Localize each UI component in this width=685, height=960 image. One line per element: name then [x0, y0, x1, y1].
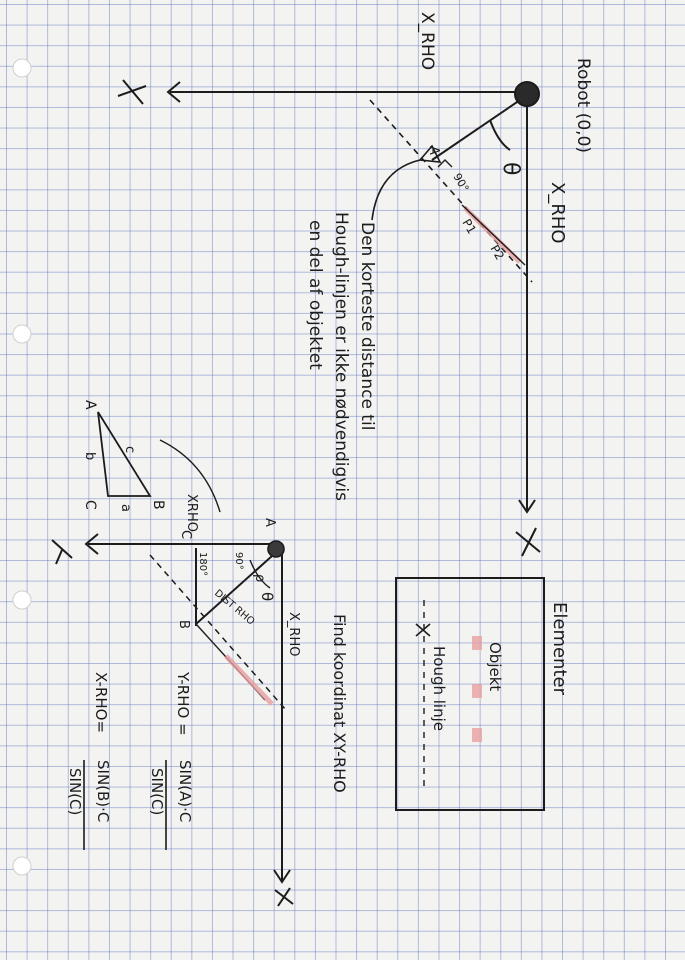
triangle-label-b: B — [150, 500, 166, 510]
triangle-side-b: b — [82, 452, 97, 460]
x-rho-axis-label: X_RHO — [417, 12, 437, 70]
yrho-denominator: SIN(C) — [148, 768, 166, 815]
rho-line — [431, 97, 524, 161]
x-mark-icon — [277, 887, 291, 907]
small-triangle — [97, 411, 221, 513]
robot-icon — [267, 540, 285, 558]
note-pointer — [371, 159, 421, 221]
point-a-label: A — [426, 146, 441, 155]
point-a-label: A — [262, 518, 277, 527]
binder-hole — [12, 856, 32, 876]
hough-line-dashed — [149, 554, 287, 711]
legend-box — [395, 577, 545, 811]
arrow-head-icon — [273, 869, 291, 884]
dist-rho-label: DIST RHO — [212, 588, 256, 628]
theta-label: θ — [498, 162, 523, 175]
binder-hole — [12, 590, 32, 610]
triangle-label-c: C — [82, 500, 98, 510]
xrho-numerator: SIN(B)·C — [94, 760, 112, 822]
arrow-head-icon — [518, 499, 536, 514]
p1-label: P1 — [459, 217, 479, 237]
arrow-head-icon — [166, 81, 181, 103]
triangle-side-c: c — [122, 446, 137, 453]
robot-icon — [514, 81, 540, 107]
point-a-marker — [418, 144, 442, 163]
x-rho-line-label: X_RHO — [547, 182, 568, 244]
xrho-label: XRHO — [184, 494, 199, 532]
x-mark-icon — [122, 79, 144, 105]
xrho-denominator: SIN(C) — [66, 768, 84, 815]
point-b-label: B — [176, 620, 191, 629]
x-rho-label: X_RHO — [286, 612, 301, 656]
triangle-pointer — [159, 439, 221, 513]
angle-90-label: 90° — [450, 171, 471, 194]
object-line — [461, 204, 526, 266]
y-mark-icon — [55, 549, 63, 565]
note-line-2: Hough-linjen er ikke nødvendigvis — [331, 212, 351, 501]
robot-label: Robot (0,0) — [573, 58, 593, 153]
x-mark-icon — [117, 85, 147, 97]
triangle-side-a: a — [118, 504, 133, 512]
legend-title: Elementer — [549, 602, 570, 696]
binder-hole — [12, 324, 32, 344]
theta-arc — [249, 559, 271, 589]
binder-hole — [12, 58, 32, 78]
arrow-head-icon — [84, 533, 99, 555]
middle-diagram — [51, 533, 294, 907]
y-mark-icon — [51, 539, 73, 559]
find-coordinate-text: Find koordinat XY-RHO — [330, 614, 349, 793]
legend-swatch — [472, 636, 482, 650]
yrho-numerator: SIN(A)·C — [176, 760, 194, 822]
yrho-label: Y-RHO = — [174, 671, 192, 736]
legend-swatch — [472, 684, 482, 698]
triangle-side-ab — [195, 555, 273, 625]
x-mark-icon — [521, 527, 537, 557]
point-c-label: C — [178, 530, 193, 539]
p2-label: P2 — [487, 243, 507, 263]
theta-label: θ — [258, 592, 276, 601]
legend-objekt: Objekt — [486, 642, 504, 691]
angle-180-label: 180° — [197, 552, 208, 576]
rho-label: ρ — [252, 574, 267, 582]
legend-swatch — [472, 728, 482, 742]
note-line-3: en del af objektet — [305, 220, 325, 370]
triangle-shape — [97, 411, 152, 497]
angle-90-label: 90° — [233, 552, 244, 570]
legend-hough: Hough linje — [430, 646, 448, 731]
xrho-formula-label: X-RHO= — [92, 672, 110, 733]
theta-arc — [489, 119, 511, 151]
highlight-segment — [224, 654, 274, 706]
triangle-label-a: A — [82, 400, 98, 410]
note-line-1: Den korteste distance til — [357, 222, 377, 430]
x-mark-icon — [415, 623, 431, 637]
right-angle-mark — [437, 159, 453, 168]
hough-line-dashed — [369, 99, 533, 283]
top-diagram — [117, 79, 541, 557]
